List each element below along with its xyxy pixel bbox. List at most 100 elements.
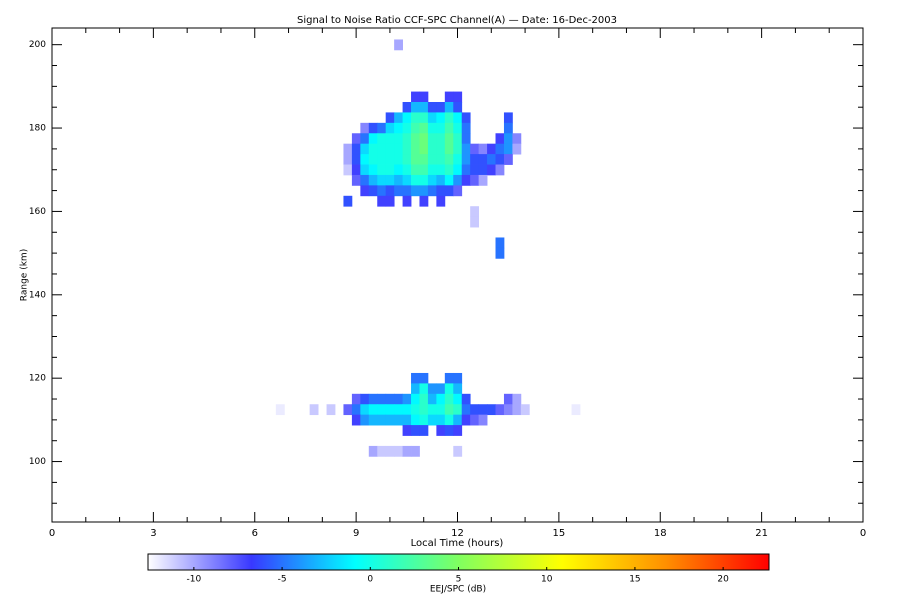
heatmap-cell bbox=[520, 404, 530, 416]
heatmap-cell bbox=[368, 174, 378, 186]
heatmap-cell bbox=[512, 404, 522, 416]
heatmap-cell bbox=[368, 143, 378, 155]
heatmap-cell bbox=[402, 174, 412, 186]
heatmap-cell bbox=[427, 414, 437, 426]
heatmap-cell bbox=[368, 445, 378, 457]
heatmap-cell bbox=[377, 393, 387, 405]
heatmap-cell bbox=[461, 404, 471, 416]
heatmap-cell bbox=[461, 143, 471, 155]
heatmap-cell bbox=[478, 143, 488, 155]
heatmap-cell bbox=[461, 174, 471, 186]
heatmap-cell bbox=[444, 122, 454, 134]
heatmap-cell bbox=[453, 91, 463, 103]
heatmap-cell bbox=[495, 404, 505, 416]
heatmap-cell bbox=[411, 414, 420, 426]
heatmap-cell bbox=[385, 414, 395, 426]
heatmap-cell bbox=[385, 393, 395, 405]
heatmap-cell bbox=[453, 372, 463, 384]
heatmap-cell bbox=[419, 185, 429, 197]
heatmap-cell bbox=[351, 174, 361, 186]
heatmap-cell bbox=[427, 112, 437, 124]
heatmap-cell bbox=[419, 195, 429, 207]
heatmap-cell bbox=[478, 414, 488, 426]
heatmap-cell bbox=[419, 174, 429, 186]
heatmap-cell bbox=[470, 154, 480, 165]
heatmap-cell bbox=[385, 143, 395, 155]
heatmap-cell bbox=[402, 195, 412, 207]
heatmap-cell bbox=[436, 195, 446, 207]
heatmap-cell bbox=[453, 112, 463, 124]
heatmap-cell bbox=[309, 404, 319, 416]
heatmap-cell bbox=[343, 404, 353, 416]
heatmap-cell bbox=[444, 383, 454, 395]
heatmap-cell bbox=[427, 143, 437, 155]
heatmap-cell bbox=[351, 164, 361, 176]
heatmap-cell bbox=[453, 185, 463, 197]
heatmap-cell bbox=[385, 174, 395, 186]
y-tick-label: 120 bbox=[29, 374, 46, 384]
heatmap-cell bbox=[453, 101, 463, 113]
x-tick-label: 12 bbox=[451, 528, 464, 539]
heatmap-cell bbox=[461, 414, 471, 426]
heatmap-cell bbox=[326, 404, 336, 416]
heatmap-cell bbox=[419, 414, 429, 426]
heatmap-cell bbox=[402, 425, 412, 436]
heatmap-cell bbox=[411, 445, 420, 457]
heatmap-cell bbox=[419, 425, 429, 436]
heatmap-cell bbox=[487, 404, 496, 416]
heatmap-cell bbox=[427, 122, 437, 134]
heatmap-cell bbox=[470, 164, 480, 176]
heatmap-cell bbox=[453, 425, 463, 436]
heatmap-cell bbox=[444, 112, 454, 124]
heatmap-cell bbox=[487, 143, 496, 155]
heatmap-cell bbox=[360, 143, 370, 155]
chart-title: Signal to Noise Ratio CCF-SPC Channel(A)… bbox=[297, 15, 617, 26]
heatmap-cell bbox=[571, 404, 581, 416]
heatmap-cell bbox=[360, 185, 370, 197]
heatmap-cell bbox=[351, 393, 361, 405]
heatmap-cell bbox=[436, 143, 446, 155]
heatmap-cell bbox=[470, 206, 480, 218]
heatmap-cell bbox=[394, 404, 403, 416]
heatmap-cell bbox=[377, 414, 387, 426]
heatmap-cell bbox=[427, 101, 437, 113]
y-tick-label: 140 bbox=[29, 290, 46, 300]
heatmap-cell bbox=[360, 164, 370, 176]
heatmap-cell bbox=[394, 393, 403, 405]
heatmap-cell bbox=[394, 164, 403, 176]
heatmap-cell bbox=[478, 154, 488, 165]
heatmap-cell bbox=[411, 372, 420, 384]
heatmap-cell bbox=[461, 122, 471, 134]
heatmap-cell bbox=[360, 174, 370, 186]
heatmap-cell bbox=[436, 122, 446, 134]
heatmap-cell bbox=[436, 185, 446, 197]
heatmap-cell bbox=[444, 174, 454, 186]
heatmap-cell bbox=[360, 154, 370, 165]
heatmap-cell bbox=[402, 185, 412, 197]
heatmap-cell bbox=[351, 154, 361, 165]
colorbar-tick-label: 15 bbox=[629, 575, 640, 585]
heatmap-cell bbox=[453, 164, 463, 176]
heatmap-cell bbox=[402, 143, 412, 155]
heatmap-cell bbox=[377, 164, 387, 176]
y-tick-label: 100 bbox=[29, 457, 46, 467]
heatmap-cell bbox=[436, 404, 446, 416]
heatmap-cell bbox=[385, 112, 395, 124]
colorbar-tick-label: -5 bbox=[278, 575, 287, 585]
heatmap-cell bbox=[402, 414, 412, 426]
heatmap-cell bbox=[419, 383, 429, 395]
heatmap-cell bbox=[461, 393, 471, 405]
heatmap-cell bbox=[444, 185, 454, 197]
heatmap-cell bbox=[419, 393, 429, 405]
heatmap-cell bbox=[503, 143, 513, 155]
heatmap-cell bbox=[436, 101, 446, 113]
heatmap-cell bbox=[402, 133, 412, 145]
heatmap-cell bbox=[360, 404, 370, 416]
heatmap-cell bbox=[495, 164, 505, 176]
heatmap-cell bbox=[394, 414, 403, 426]
heatmap-cell bbox=[411, 112, 420, 124]
heatmap-cell bbox=[351, 133, 361, 145]
heatmap-cell bbox=[436, 154, 446, 165]
heatmap-cell bbox=[419, 91, 429, 103]
heatmap-cell bbox=[343, 164, 353, 176]
